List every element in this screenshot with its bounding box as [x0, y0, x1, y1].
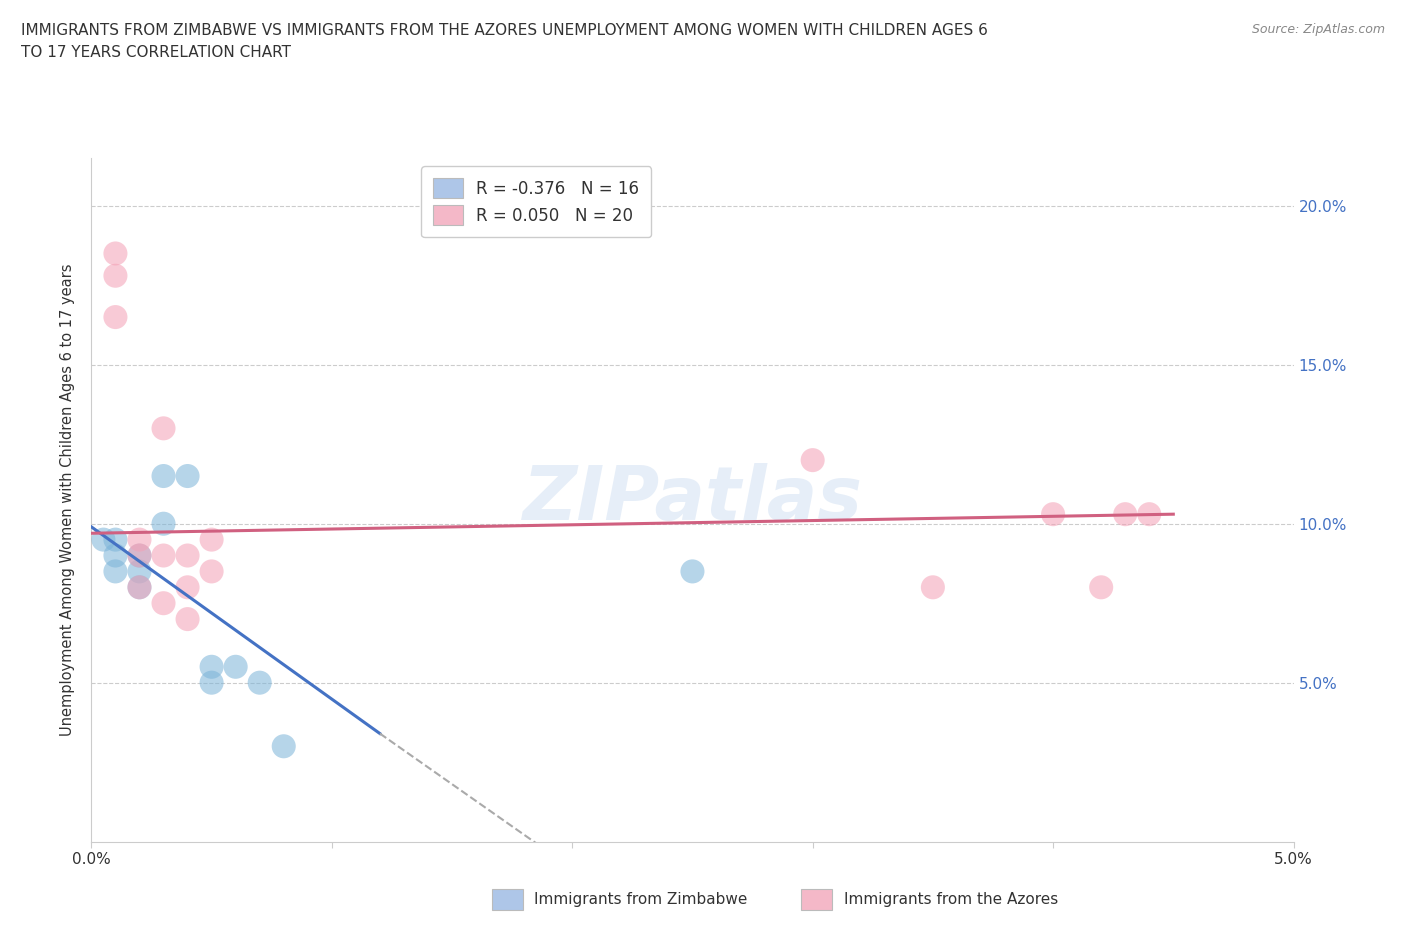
Point — [201, 659, 224, 674]
Text: TO 17 YEARS CORRELATION CHART: TO 17 YEARS CORRELATION CHART — [21, 45, 291, 60]
Point — [128, 564, 150, 578]
Point — [1042, 507, 1064, 522]
Point — [1090, 580, 1112, 595]
Point — [104, 564, 127, 578]
Point — [152, 421, 174, 436]
Point — [225, 659, 247, 674]
Point — [176, 469, 198, 484]
Point — [176, 580, 198, 595]
Point — [104, 246, 127, 261]
Point — [273, 738, 295, 753]
Point — [176, 548, 198, 563]
Point — [128, 580, 150, 595]
Text: Immigrants from Zimbabwe: Immigrants from Zimbabwe — [534, 892, 748, 907]
Point — [152, 548, 174, 563]
Point — [201, 532, 224, 547]
Point — [152, 469, 174, 484]
Point — [128, 548, 150, 563]
Point — [201, 675, 224, 690]
Point — [128, 532, 150, 547]
Point — [249, 675, 271, 690]
Point — [152, 516, 174, 531]
Point — [801, 453, 824, 468]
Point — [152, 596, 174, 611]
Point — [176, 612, 198, 627]
Legend: R = -0.376   N = 16, R = 0.050   N = 20: R = -0.376 N = 16, R = 0.050 N = 20 — [422, 166, 651, 237]
Point — [128, 580, 150, 595]
Point — [104, 268, 127, 283]
Text: ZIPatlas: ZIPatlas — [523, 463, 862, 537]
Text: IMMIGRANTS FROM ZIMBABWE VS IMMIGRANTS FROM THE AZORES UNEMPLOYMENT AMONG WOMEN : IMMIGRANTS FROM ZIMBABWE VS IMMIGRANTS F… — [21, 23, 988, 38]
Point — [201, 564, 224, 578]
Point — [681, 564, 703, 578]
Point — [1137, 507, 1160, 522]
Text: Immigrants from the Azores: Immigrants from the Azores — [844, 892, 1057, 907]
Point — [93, 532, 115, 547]
Point — [922, 580, 945, 595]
Point — [104, 548, 127, 563]
Point — [128, 548, 150, 563]
Point — [1114, 507, 1136, 522]
Y-axis label: Unemployment Among Women with Children Ages 6 to 17 years: Unemployment Among Women with Children A… — [60, 263, 76, 737]
Text: Source: ZipAtlas.com: Source: ZipAtlas.com — [1251, 23, 1385, 36]
Point — [104, 532, 127, 547]
Point — [104, 310, 127, 325]
